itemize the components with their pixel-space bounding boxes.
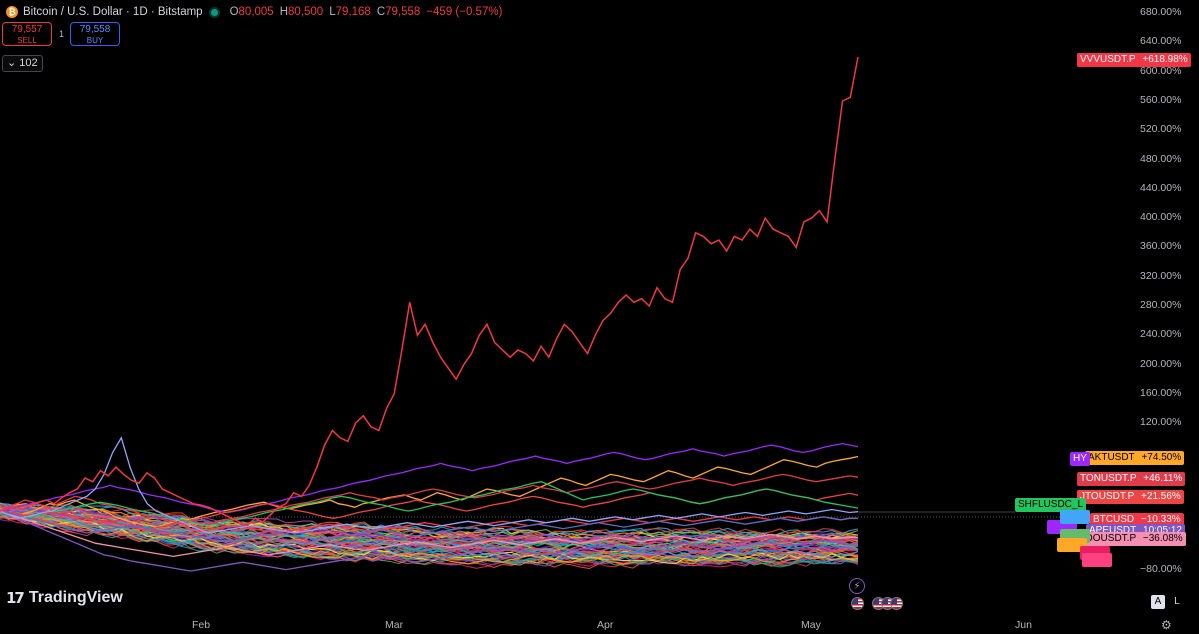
y-tick-label: 600.00% — [1140, 64, 1182, 77]
series-line-apeusdt[interactable] — [0, 510, 859, 572]
sell-price: 79,557 — [11, 24, 43, 35]
y-tick-label: 120.00% — [1140, 416, 1182, 429]
x-tick-label: May — [801, 619, 821, 631]
close-value: 79,558 — [385, 6, 421, 18]
spread-value: 1 — [59, 29, 65, 39]
series-line-tonusdt-p[interactable] — [0, 473, 859, 528]
tag-value: −10.33% — [1138, 514, 1181, 525]
high-value: 80,500 — [288, 6, 324, 18]
tag-btcusd[interactable]: BTCUSD −10.33% — [1090, 513, 1184, 527]
x-tick-label: Apr — [597, 619, 614, 631]
y-tick-label: 200.00% — [1140, 357, 1182, 370]
y-tick-label: 560.00% — [1140, 93, 1182, 106]
bitcoin-icon[interactable]: ₿ — [6, 6, 18, 18]
y-tick-label: 160.00% — [1140, 386, 1182, 399]
tag-symbol: SHFLUSDC_L — [1018, 499, 1084, 510]
series-line-ldousdt-p[interactable] — [0, 510, 858, 558]
series-line-hypeusdt[interactable] — [0, 442, 859, 514]
y-tick-label: 280.00% — [1140, 298, 1182, 311]
tradingview-logo[interactable]: 𝟭𝟳 TradingView — [6, 589, 123, 607]
band-series-line — [0, 507, 859, 566]
indicators-collapse-button[interactable]: ⌄ 102 — [2, 55, 43, 72]
buy-price: 79,558 — [79, 24, 111, 35]
band-series-line — [0, 507, 859, 566]
tag-symbol: HY — [1073, 453, 1087, 464]
tag-jtousdt[interactable]: JTOUSDT.P +21.56% — [1077, 490, 1184, 504]
tag-symbol: VVVUSDT.P — [1080, 54, 1136, 65]
band-series-line — [0, 507, 859, 558]
y-tick-label: 640.00% — [1140, 35, 1182, 48]
tag-aktusdt[interactable]: AKTUSDT +74.50% — [1085, 451, 1185, 465]
tag-shflusdc[interactable]: SHFLUSDC_L — [1015, 498, 1087, 512]
high-label: H — [279, 6, 289, 18]
tradingview-logo-text: TradingView — [28, 589, 123, 606]
gear-icon[interactable]: ⚙ — [1161, 618, 1172, 632]
band-series-line — [0, 503, 859, 540]
sell-button[interactable]: 79,557 SELL — [2, 22, 52, 46]
open-label: O — [229, 6, 239, 18]
symbol-band — [0, 501, 859, 570]
y-tick-label: −80.00% — [1140, 562, 1182, 575]
tag-ldousdt[interactable]: LDOUSDT.P −36.08% — [1077, 532, 1186, 546]
market-open-icon — [210, 8, 218, 16]
tag-chip[interactable] — [1057, 538, 1087, 552]
series-line-aktusdt[interactable] — [0, 455, 859, 528]
y-tick-label: 440.00% — [1140, 181, 1182, 194]
tag-symbol: LDOUSDT.P — [1080, 533, 1137, 544]
open-value: 80,005 — [238, 6, 274, 18]
tag-value: +46.11% — [1140, 473, 1183, 484]
indicators-count: 102 — [19, 57, 38, 69]
us-flag-icon[interactable] — [851, 597, 864, 610]
x-tick-label: Jun — [1015, 619, 1032, 631]
us-flag-icon[interactable] — [890, 597, 903, 610]
series-line-dogeusdt[interactable] — [0, 510, 858, 543]
tag-value: −36.08% — [1140, 533, 1183, 544]
chevron-down-icon: ⌄ — [7, 57, 17, 69]
series-line-spike[interactable] — [0, 436, 859, 534]
y-tick-label: 520.00% — [1140, 123, 1182, 136]
tag-chip[interactable] — [1082, 553, 1112, 567]
tag-vvvusdt[interactable]: VVVUSDT.P +618.98% — [1077, 53, 1191, 67]
tag-value: +74.50% — [1138, 452, 1182, 463]
close-label: C — [376, 6, 386, 18]
band-series-line — [0, 505, 859, 541]
tag-chip[interactable] — [1060, 510, 1090, 524]
tag-value: 10:05:12 — [1140, 525, 1182, 536]
x-tick-label: Feb — [192, 619, 211, 631]
band-series-line — [0, 510, 859, 550]
series-line-shflusdc-l[interactable] — [0, 481, 859, 527]
band-series-line — [0, 507, 859, 550]
low-value: 79,168 — [335, 6, 371, 18]
tag-value: +21.56% — [1138, 491, 1181, 502]
symbol-header: ₿ Bitcoin / U.S. Dollar · 1D · Bitstamp … — [6, 4, 502, 20]
tag-symbol: AKTUSDT — [1088, 452, 1135, 463]
tag-hype[interactable]: HY — [1070, 452, 1090, 466]
change-value: −459 (−0.57%) — [426, 6, 503, 18]
y-tick-label: 320.00% — [1140, 269, 1182, 282]
y-tick-label: 400.00% — [1140, 211, 1182, 224]
band-series-line — [0, 509, 859, 548]
low-label: L — [329, 6, 336, 18]
buy-button[interactable]: 79,558 BUY — [70, 22, 120, 46]
tag-value: +618.98% — [1139, 54, 1188, 65]
auto-scale-button[interactable]: A — [1151, 595, 1165, 609]
y-tick-label: 360.00% — [1140, 240, 1182, 253]
symbol-title[interactable]: Bitcoin / U.S. Dollar · 1D · Bitstamp — [23, 6, 203, 18]
buy-label: BUY — [86, 36, 104, 45]
series-line-vvvusdt-p[interactable] — [0, 56, 859, 527]
tradingview-logo-icon: 𝟭𝟳 — [6, 590, 25, 607]
log-scale-button[interactable]: L — [1174, 596, 1180, 607]
x-tick-label: Mar — [385, 619, 404, 631]
y-tick-label: 240.00% — [1140, 328, 1182, 341]
y-tick-label: 680.00% — [1140, 6, 1182, 19]
y-tick-label: 480.00% — [1140, 152, 1182, 165]
tag-symbol: JTOUSDT.P — [1080, 491, 1135, 502]
lightning-icon[interactable]: ⚡ — [849, 578, 865, 594]
sell-label: SELL — [17, 36, 37, 45]
tag-symbol: APEUSDT — [1089, 525, 1137, 536]
tag-symbol: TONUSDT.P — [1080, 473, 1137, 484]
tag-tonusdt[interactable]: TONUSDT.P +46.11% — [1077, 472, 1186, 486]
tag-symbol: BTCUSD — [1093, 514, 1135, 525]
